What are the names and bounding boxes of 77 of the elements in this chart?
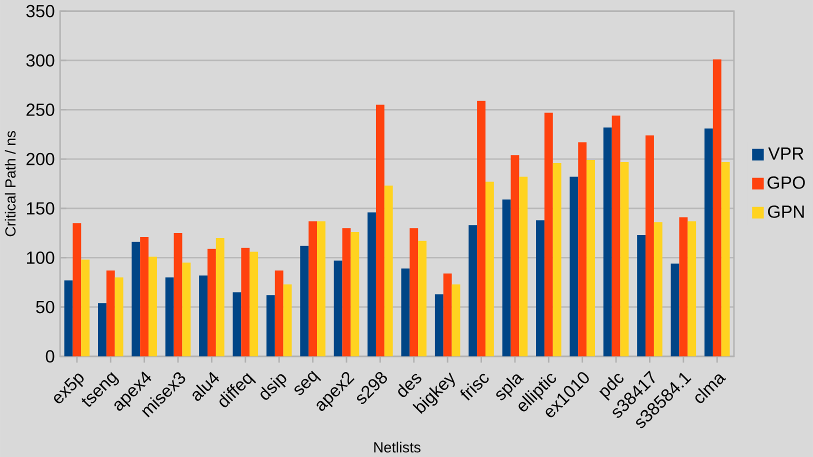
legend-label: GPN bbox=[768, 205, 804, 218]
y-tick-label: 50 bbox=[36, 300, 54, 314]
bar bbox=[376, 104, 384, 356]
bar bbox=[148, 256, 157, 356]
bar bbox=[704, 128, 713, 356]
bar bbox=[300, 246, 309, 356]
y-tick-label: 0 bbox=[46, 350, 54, 362]
bar bbox=[140, 236, 149, 356]
bar bbox=[578, 142, 587, 356]
bar bbox=[688, 221, 696, 356]
bar bbox=[603, 127, 612, 356]
bar bbox=[274, 270, 284, 356]
bar bbox=[502, 199, 511, 356]
bar bbox=[468, 224, 478, 356]
bar bbox=[182, 262, 191, 356]
bar bbox=[586, 160, 595, 356]
bar bbox=[443, 273, 452, 356]
bar bbox=[510, 154, 520, 356]
bar bbox=[199, 275, 208, 356]
bar bbox=[721, 162, 730, 356]
bar bbox=[418, 240, 427, 356]
bar bbox=[612, 115, 620, 356]
bar bbox=[670, 263, 680, 356]
bar bbox=[283, 284, 292, 356]
bar bbox=[132, 242, 140, 356]
bar bbox=[401, 268, 410, 356]
bar bbox=[72, 222, 82, 356]
bar bbox=[216, 238, 224, 356]
x-axis-title: Netlists bbox=[374, 442, 420, 452]
bar bbox=[106, 270, 115, 356]
x-tick-label: dsip bbox=[260, 374, 286, 400]
bar bbox=[679, 217, 688, 356]
bar bbox=[81, 259, 90, 356]
y-tick-label: 150 bbox=[26, 202, 54, 214]
x-tick-label: alu4 bbox=[192, 372, 220, 401]
y-tick-label: 200 bbox=[26, 152, 54, 166]
bar bbox=[477, 100, 486, 356]
bar bbox=[232, 292, 242, 356]
bar bbox=[64, 280, 73, 356]
y-tick-label: 250 bbox=[26, 103, 54, 116]
bar bbox=[434, 294, 444, 356]
x-tick-label: clma bbox=[695, 374, 726, 403]
legend-label: VPR bbox=[768, 147, 804, 160]
bar bbox=[637, 234, 646, 356]
bar bbox=[241, 248, 250, 356]
bar bbox=[334, 260, 342, 356]
y-tick-label: 300 bbox=[26, 54, 54, 66]
bar bbox=[174, 232, 182, 356]
bar bbox=[342, 228, 351, 356]
legend-label: GPO bbox=[768, 176, 805, 189]
bar bbox=[384, 185, 393, 356]
bar bbox=[620, 162, 629, 356]
bar bbox=[536, 220, 544, 356]
bar bbox=[452, 284, 460, 356]
bar bbox=[712, 59, 722, 356]
bar bbox=[266, 294, 275, 356]
bar bbox=[208, 248, 216, 356]
bar bbox=[485, 182, 494, 356]
bar bbox=[350, 232, 360, 356]
bar bbox=[317, 221, 326, 356]
y-tick-label: 350 bbox=[26, 4, 54, 18]
x-tick-label: frisc bbox=[460, 374, 489, 400]
bar bbox=[410, 228, 418, 356]
bar bbox=[250, 252, 258, 356]
bar bbox=[552, 162, 562, 356]
y-axis-title: Critical Path / ns bbox=[4, 130, 16, 236]
bar bbox=[308, 221, 318, 356]
bar bbox=[544, 112, 553, 356]
bar bbox=[98, 302, 106, 356]
bar bbox=[519, 176, 528, 356]
bar bbox=[654, 222, 662, 356]
bar bbox=[570, 176, 578, 356]
bar bbox=[114, 277, 124, 356]
bar bbox=[165, 277, 174, 356]
bar bbox=[646, 135, 654, 356]
y-tick-label: 100 bbox=[26, 251, 54, 264]
bar bbox=[368, 212, 376, 356]
